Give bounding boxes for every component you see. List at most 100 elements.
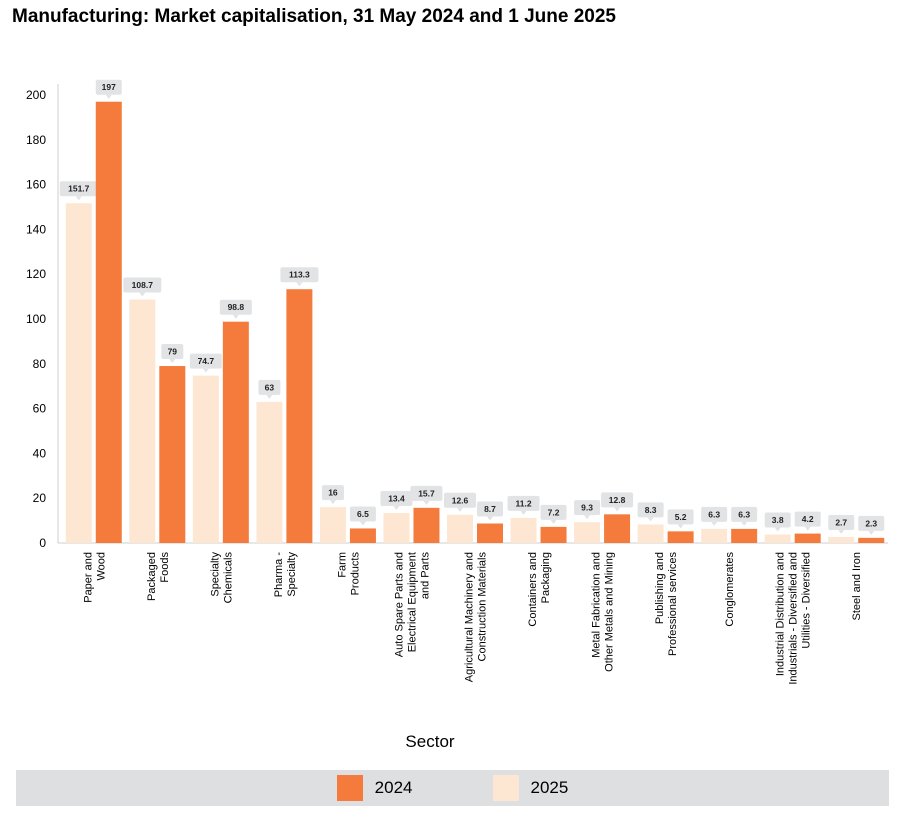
- data-label-box: [161, 344, 184, 360]
- bar-2025: [701, 528, 728, 543]
- bar-2024: [667, 531, 694, 543]
- category-label: Industrial Distribution and: [775, 552, 787, 676]
- data-label: 6.3: [708, 509, 720, 519]
- category-label: Construction Materials: [477, 552, 489, 662]
- category-label: Containers and: [527, 552, 539, 627]
- data-label-box: [507, 495, 540, 511]
- data-label: 13.4: [388, 493, 405, 503]
- data-label: 108.7: [132, 280, 154, 290]
- data-label-box: [574, 500, 601, 516]
- data-label-pointer: [202, 368, 209, 373]
- data-label-pointer: [838, 529, 845, 534]
- data-label-pointer: [487, 516, 493, 521]
- data-label-pointer: [169, 359, 176, 364]
- data-label-pointer: [774, 527, 781, 532]
- data-label-box: [189, 353, 222, 369]
- data-label-pointer: [296, 282, 303, 287]
- category-label: Publishing and: [654, 552, 666, 624]
- category-label: Farm: [336, 552, 348, 578]
- data-label-box: [95, 79, 122, 95]
- bar-2024: [858, 537, 885, 543]
- category-label: Packaged: [146, 552, 158, 601]
- data-label-pointer: [741, 521, 748, 526]
- legend: 2024 2025: [16, 770, 889, 806]
- data-label: 9.3: [581, 503, 593, 513]
- data-label-box: [764, 512, 791, 528]
- category-label: Specialty: [209, 552, 221, 597]
- data-label-pointer: [804, 526, 811, 531]
- bar-2025: [65, 203, 92, 543]
- data-label: 7.2: [548, 507, 560, 517]
- data-label: 8.3: [645, 505, 657, 515]
- data-label-pointer: [105, 94, 112, 99]
- bar-2024: [731, 528, 758, 543]
- data-label-pointer: [711, 521, 718, 526]
- legend-swatch-2024: [336, 775, 363, 801]
- y-tick-label: 60: [33, 402, 47, 416]
- data-label: 4.2: [802, 514, 814, 524]
- data-label: 74.7: [198, 356, 215, 366]
- category-label: Agricultural Machinery and: [464, 552, 476, 682]
- data-label: 98.8: [228, 302, 245, 312]
- data-label-box: [667, 509, 694, 525]
- category-label: Electrical Equipment: [406, 552, 418, 652]
- data-label-box: [410, 485, 443, 501]
- legend-item-2025: 2025: [492, 775, 568, 801]
- data-label-pointer: [614, 507, 621, 512]
- category-label: Products: [349, 552, 361, 596]
- data-label-box: [123, 277, 162, 293]
- data-label: 12.8: [609, 495, 626, 505]
- bar-2024: [95, 101, 122, 543]
- data-label-box: [349, 506, 376, 522]
- bar-2025: [574, 522, 601, 543]
- category-label: Conglomerates: [724, 552, 736, 627]
- data-label: 12.6: [452, 495, 469, 505]
- category-label: Other Metals and Mining: [604, 552, 616, 672]
- legend-label-2024: 2024: [374, 778, 413, 797]
- data-label-pointer: [266, 394, 273, 399]
- data-label: 79: [168, 347, 178, 357]
- data-label: 6.3: [738, 509, 750, 519]
- data-label-box: [601, 492, 634, 508]
- data-label-pointer: [584, 515, 591, 520]
- data-label-box: [380, 490, 413, 506]
- category-label: Foods: [159, 552, 171, 583]
- bar-2025: [383, 512, 410, 543]
- data-label-pointer: [139, 292, 146, 297]
- category-label: Pharma -: [273, 552, 285, 598]
- data-label: 2.3: [865, 518, 877, 528]
- data-label-pointer: [868, 530, 875, 535]
- y-tick-label: 120: [26, 267, 46, 281]
- bar-2025: [319, 507, 346, 543]
- y-tick-label: 20: [33, 491, 47, 505]
- data-label: 11.2: [515, 498, 531, 508]
- bar-2025: [256, 401, 283, 543]
- y-tick-label: 180: [26, 133, 46, 147]
- data-label-box: [59, 181, 98, 197]
- data-label-box: [637, 502, 664, 518]
- bar-2025: [510, 517, 537, 543]
- y-tick-label: 140: [26, 222, 46, 236]
- y-tick-label: 200: [26, 88, 46, 102]
- chart-title: Manufacturing: Market capitalisation, 31…: [12, 6, 616, 27]
- bar-2024: [604, 514, 631, 543]
- bar-2025: [447, 514, 473, 543]
- data-label: 3.8: [772, 515, 784, 525]
- data-label: 8.7: [484, 504, 496, 514]
- data-label: 197: [102, 82, 116, 92]
- category-label: Paper and: [82, 552, 94, 603]
- category-label: Wood: [95, 552, 107, 581]
- category-label: Steel and Iron: [851, 552, 863, 621]
- y-tick-label: 0: [39, 536, 46, 550]
- data-label-pointer: [423, 500, 430, 505]
- bar-2024: [477, 523, 503, 543]
- data-label-pointer: [359, 521, 366, 526]
- data-label: 16: [328, 488, 338, 498]
- data-label: 15.7: [418, 488, 435, 498]
- bar-2025: [764, 534, 791, 543]
- bar-2024: [222, 321, 249, 543]
- data-label-pointer: [329, 500, 336, 505]
- data-label-box: [477, 501, 503, 517]
- bar-chart: 0 20 40 60 80 100 120 140 160 180 200 151.7 197 Paper…: [26, 79, 888, 751]
- bar-2024: [413, 507, 440, 543]
